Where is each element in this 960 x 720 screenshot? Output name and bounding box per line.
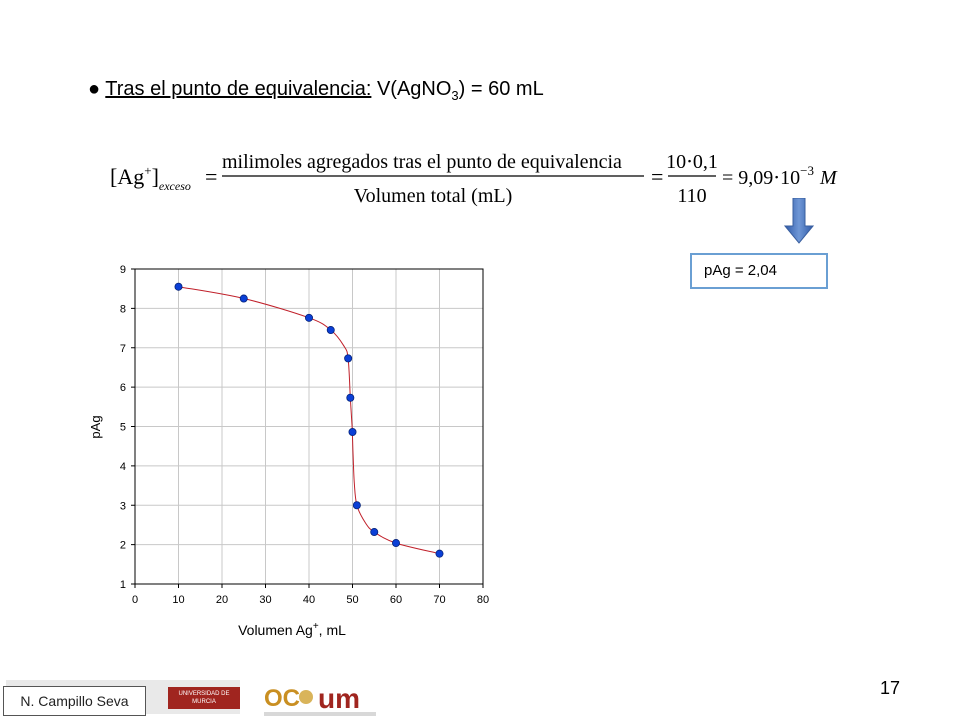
x-axis-label: Volumen Ag+, mL: [238, 621, 346, 638]
data-point: [326, 326, 335, 335]
data-point: [346, 393, 355, 402]
data-point: [304, 313, 313, 322]
y-tick-label: 2: [120, 540, 126, 552]
y-tick-label: 9: [120, 264, 126, 276]
x-tick-label: 20: [216, 594, 228, 606]
formula-denominator: Volumen total (mL): [354, 185, 513, 207]
university-logo: UNIVERSIDAD DE MURCIA: [168, 687, 240, 709]
y-tick-label: 5: [120, 422, 126, 434]
x-tick-label: 30: [259, 594, 271, 606]
ocw-um-logo: OC um: [264, 683, 376, 716]
y-axis-label: pAg: [88, 415, 103, 438]
svg-text:=: =: [205, 164, 217, 189]
y-tick-label: 1: [120, 579, 126, 591]
data-point: [391, 539, 400, 548]
page-number: 17: [880, 678, 901, 698]
data-point: [352, 501, 361, 510]
x-axis-ticks: 0 10 20 30 40 50 60 70 80: [132, 584, 489, 606]
x-tick-label: 50: [346, 594, 358, 606]
y-tick-label: 3: [120, 500, 126, 512]
svg-text:=: =: [651, 164, 663, 189]
author-label: N. Campillo Seva: [3, 686, 146, 716]
x-tick-label: 70: [433, 594, 445, 606]
down-arrow-icon: [784, 198, 814, 244]
y-axis-ticks: 1 2 3 4 5 6 7 8 9: [120, 264, 135, 591]
data-points: [174, 282, 444, 558]
data-point: [344, 354, 353, 363]
slide-heading: ● Tras el punto de equivalencia: V(AgNO3…: [88, 78, 544, 103]
x-tick-label: 10: [172, 594, 184, 606]
pag-result-text: pAg = 2,04: [704, 262, 777, 279]
formula-result: = 9,09⋅10−3 M: [722, 163, 838, 189]
formula-lhs: [Ag+]exceso: [110, 163, 191, 193]
data-point: [239, 294, 248, 303]
concentration-formula: [Ag+]exceso = milimoles agregados tras e…: [110, 151, 838, 207]
x-tick-label: 60: [390, 594, 402, 606]
x-tick-label: 40: [303, 594, 315, 606]
bullet: ●: [88, 78, 101, 100]
heading-expression: V(AgNO3) = 60 mL: [376, 78, 544, 103]
data-point: [174, 282, 183, 291]
heading-label: Tras el punto de equivalencia:: [105, 78, 372, 100]
svg-text:OC: OC: [264, 685, 300, 712]
svg-text:um: um: [318, 683, 360, 714]
x-tick-label: 80: [477, 594, 489, 606]
formula-numerator-2: 10⋅0,1: [666, 151, 718, 173]
data-point: [435, 549, 444, 558]
y-tick-label: 6: [120, 382, 126, 394]
y-tick-label: 7: [120, 343, 126, 355]
data-point: [370, 528, 379, 537]
y-tick-label: 8: [120, 303, 126, 315]
pag-result-box: pAg = 2,04: [690, 253, 828, 289]
titration-chart: 0 10 20 30 40 50 60 70 80 1 2 3 4 5 6 7 8 9 Volumen Ag+,…: [88, 264, 489, 638]
data-point: [348, 428, 357, 437]
formula-numerator: milimoles agregados tras el punto de equ…: [222, 151, 622, 173]
formula-denominator-2: 110: [677, 185, 706, 207]
x-tick-label: 0: [132, 594, 138, 606]
y-tick-label: 4: [120, 461, 126, 473]
